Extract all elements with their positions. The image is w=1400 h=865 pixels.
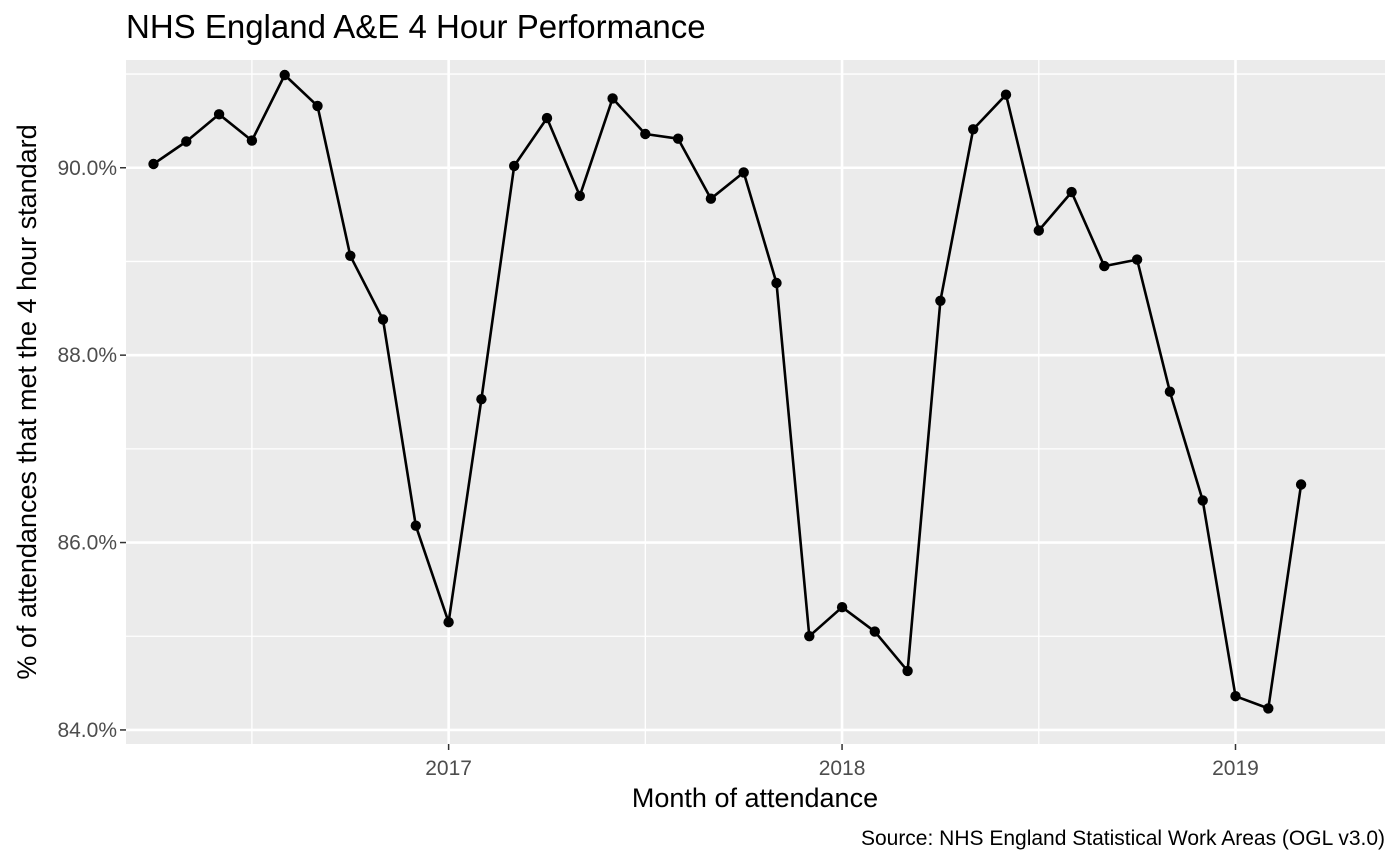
data-point [1131,254,1143,265]
data-point [509,160,520,172]
data-point [968,124,979,135]
data-point [279,69,290,81]
x-tick-label: 2019 [1212,757,1259,780]
data-point [836,602,848,613]
data-point [1164,386,1176,397]
data-point [1099,260,1110,272]
plot-panel [126,60,1385,744]
y-axis: 84.0% 86.0% 88.0% 90.0% [57,157,126,742]
data-point [1066,186,1077,198]
data-point [443,617,454,628]
data-point [1295,479,1307,490]
data-point [213,109,225,120]
data-point [705,193,717,204]
minor-gridlines [126,60,1385,744]
y-tick-label: 88.0% [57,344,117,367]
data-point [377,314,389,325]
data-point [738,167,749,178]
data-point [1033,225,1045,236]
y-tick-label: 90.0% [57,157,117,180]
data-point [312,100,323,112]
data-point [345,250,356,261]
data-point [672,133,684,144]
data-point [640,128,651,140]
data-point [935,295,946,306]
data-point [1263,703,1274,714]
data-point [1197,495,1208,506]
data-point [410,520,421,531]
y-axis-title: % of attendances that met the 4 hour sta… [12,124,42,679]
major-gridlines [126,60,1385,744]
data-point [476,394,487,405]
data-point [574,190,585,202]
data-points [148,69,1307,714]
source-caption: Source: NHS England Statistical Work Are… [861,827,1385,850]
data-point [804,631,815,642]
x-tick-label: 2017 [425,757,472,780]
data-point [541,112,553,124]
x-tick-label: 2018 [819,757,866,780]
data-point [1230,691,1241,702]
data-point [246,135,258,146]
y-tick-label: 84.0% [57,719,117,742]
data-point [771,277,782,289]
y-tick-label: 86.0% [57,532,117,555]
data-point [607,93,618,104]
x-axis: 2017 2018 2019 [425,744,1259,780]
data-point [1000,89,1012,100]
x-axis-title: Month of attendance [632,783,878,813]
data-point [148,158,159,170]
chart-title: NHS England A&E 4 Hour Performance [126,8,706,45]
data-point [181,136,192,147]
data-point [902,665,913,677]
series-line [152,73,1303,710]
data-point [869,626,880,637]
